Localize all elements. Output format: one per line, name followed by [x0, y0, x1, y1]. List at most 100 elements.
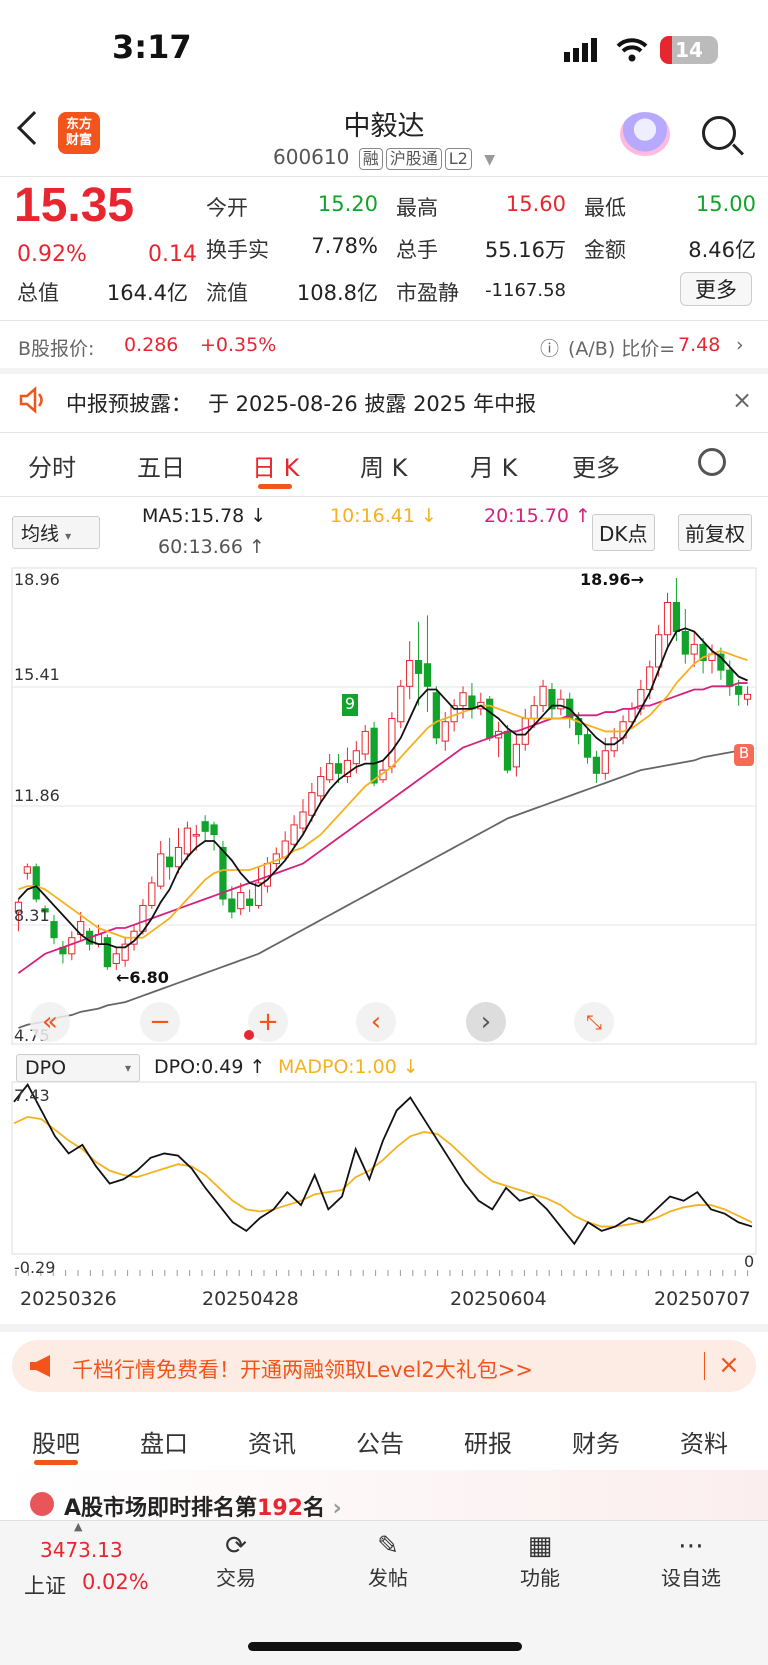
zoom-out-icon[interactable]: −	[140, 1002, 180, 1042]
kline-chart[interactable]	[0, 566, 768, 1048]
candle	[308, 792, 316, 816]
ma10-value: 10:16.41 ↓	[330, 505, 437, 527]
index-pct[interactable]: 0.02%	[82, 1570, 149, 1594]
y-tick-label: 8.31	[14, 906, 50, 925]
notice-text[interactable]: 于 2025-08-26 披露 2025 年中报	[208, 392, 537, 416]
turnover-value: 7.78%	[311, 234, 378, 258]
ma20-value: 20:15.70 ↑	[484, 505, 591, 527]
low-label: 最低	[584, 196, 626, 220]
more-button[interactable]: 更多	[680, 272, 752, 306]
index-name[interactable]: 上证	[24, 1574, 66, 1598]
float-label: 流值	[206, 281, 248, 305]
mktcap-label[interactable]: 总值	[17, 281, 59, 305]
bottom-tabbar	[0, 1520, 768, 1665]
zoom-in-icon[interactable]: +	[248, 1002, 288, 1042]
home-indicator	[248, 1642, 522, 1651]
tab-news[interactable]: 资讯	[248, 1430, 296, 1458]
tabbar-trade[interactable]: ⟳ 交易	[196, 1530, 276, 1591]
divider	[0, 176, 768, 177]
bshare-pct: +0.35%	[200, 334, 277, 356]
candle	[503, 730, 512, 771]
tab-research[interactable]: 研报	[464, 1430, 512, 1458]
buy-signal-badge: B	[734, 744, 754, 766]
dropdown-caret-icon[interactable]: ▼	[484, 152, 495, 168]
open-value: 15.20	[317, 192, 378, 216]
speaker-icon	[18, 386, 48, 418]
candle	[237, 892, 245, 910]
candle	[165, 856, 174, 868]
scroll-right-icon[interactable]: ›	[466, 1002, 506, 1042]
more-dots-icon: ⋯	[678, 1531, 704, 1561]
rank-text[interactable]: A股市场即时排名第192名 ›	[64, 1496, 342, 1521]
scroll-left-icon[interactable]: ‹	[356, 1002, 396, 1042]
volume-value: 55.16万	[484, 238, 566, 262]
tab-monthly-k[interactable]: 月 K	[470, 454, 518, 482]
tab-intraday[interactable]: 分时	[28, 454, 76, 482]
fuquan-button[interactable]: 前复权	[678, 514, 752, 551]
ma60-line	[18, 747, 748, 1029]
chevron-right-icon[interactable]: ›	[736, 334, 744, 356]
candle	[14, 901, 23, 913]
candle	[192, 834, 200, 837]
tabbar-post[interactable]: ✎ 发帖	[348, 1530, 428, 1591]
tab-underline	[258, 484, 292, 489]
candle	[299, 811, 307, 829]
dpo-chart[interactable]	[0, 1080, 768, 1284]
tab-finance[interactable]: 财务	[572, 1430, 620, 1458]
tab-guba[interactable]: 股吧	[32, 1430, 80, 1458]
ab-ratio-label[interactable]: (A/B) 比价=	[568, 338, 676, 360]
tabbar-label: 功能	[520, 1566, 560, 1590]
ma-select[interactable]: 均线 ▾	[12, 516, 100, 549]
status-icons: 14	[564, 36, 718, 64]
ab-ratio-value: 7.48	[678, 334, 721, 356]
close-icon[interactable]: ×	[732, 386, 753, 414]
tab-daily-k[interactable]: 日 K	[252, 454, 300, 482]
open-label: 今开	[206, 196, 248, 220]
tab-more[interactable]: 更多	[572, 454, 620, 482]
tabbar-functions[interactable]: ▦ 功能	[500, 1530, 580, 1591]
tab-five-day[interactable]: 五日	[137, 454, 185, 482]
candle	[735, 685, 743, 695]
indicator-frame	[11, 1081, 757, 1255]
low-annotation: ←6.80	[116, 968, 169, 987]
amount-label: 金额	[584, 238, 626, 262]
candle	[183, 827, 191, 855]
ma10-line	[18, 649, 748, 939]
rank-bar[interactable]	[0, 1470, 768, 1520]
tabbar-add-watchlist[interactable]: ⋯ 设自选	[646, 1530, 736, 1591]
promo-banner[interactable]	[12, 1340, 756, 1392]
amount-value: 8.46亿	[688, 238, 756, 262]
tabbar-label: 设自选	[661, 1566, 721, 1590]
tab-weekly-k[interactable]: 周 K	[360, 454, 408, 482]
dk-point-button[interactable]: DK点	[592, 514, 655, 551]
tab-announcements[interactable]: 公告	[356, 1430, 404, 1458]
turnover-label[interactable]: 换手实	[206, 238, 269, 262]
rewind-icon[interactable]: «	[30, 1002, 70, 1042]
notification-dot	[244, 1030, 254, 1040]
candle	[23, 866, 31, 874]
pe-label[interactable]: 市盈静	[396, 281, 459, 305]
fullscreen-icon[interactable]: ⤡	[574, 1002, 614, 1042]
settings-gear-icon[interactable]	[698, 448, 726, 476]
candle	[663, 601, 672, 636]
tab-pankou[interactable]: 盘口	[140, 1430, 188, 1458]
promo-text[interactable]: 千档行情免费看！开通两融领取Level2大礼包>>	[72, 1358, 533, 1382]
tab-profile[interactable]: 资料	[680, 1430, 728, 1458]
candle	[219, 846, 227, 900]
candle	[468, 695, 476, 710]
tag-margin: 融	[358, 148, 383, 170]
divider	[0, 432, 768, 433]
candle	[539, 685, 547, 707]
help-icon[interactable]: ⓘ	[540, 338, 560, 360]
bshare-label: B股报价:	[18, 338, 95, 360]
x-tick-label: 20250707	[654, 1288, 751, 1310]
assistant-robot-icon[interactable]	[620, 112, 670, 156]
indicator-select[interactable]: DPO ▾	[16, 1054, 140, 1082]
search-icon[interactable]	[702, 116, 736, 150]
index-value[interactable]: 3473.13	[40, 1538, 123, 1562]
dpo-min-label: -0.29	[14, 1258, 56, 1277]
promo-close-icon[interactable]: ×	[718, 1350, 740, 1380]
candle	[343, 759, 352, 778]
x-tick-label: 20250326	[20, 1288, 117, 1310]
candle	[112, 953, 120, 964]
